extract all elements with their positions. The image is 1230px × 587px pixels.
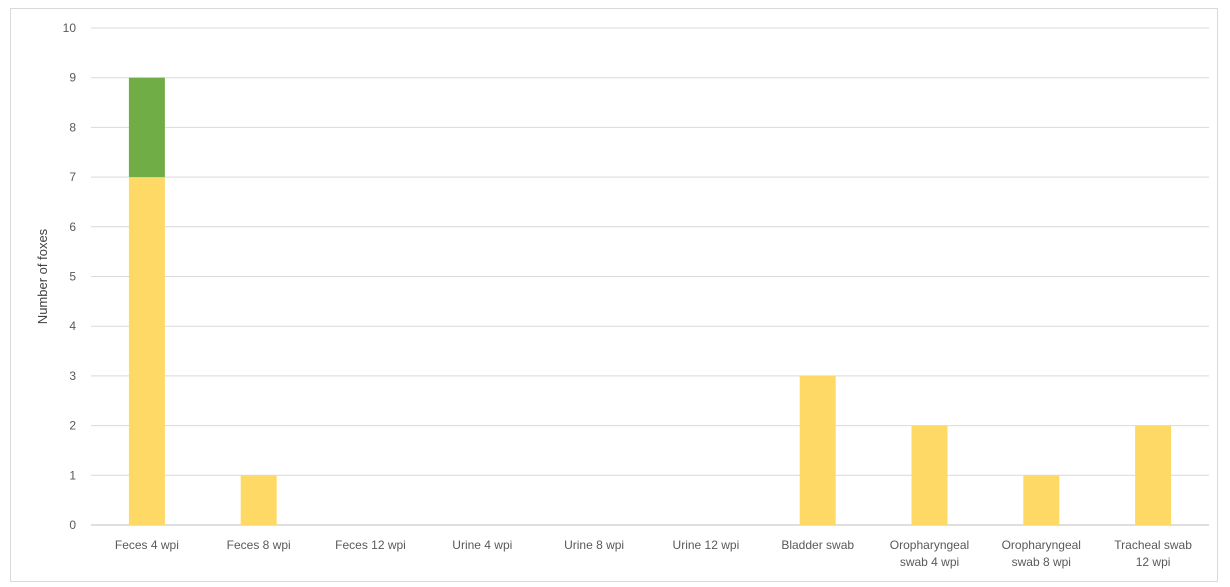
- x-axis-ticks: Feces 4 wpi Feces 8 wpi Feces 12 wpi Urine …: [115, 538, 1192, 569]
- y-tick-label: 7: [69, 170, 76, 184]
- x-tick-label: Urine 8 wpi: [564, 538, 624, 552]
- x-tick-label-line: Urine 4 wpi: [452, 538, 512, 552]
- x-tick-label: Urine 12 wpi: [673, 538, 740, 552]
- bar-segment-series-1: [911, 425, 948, 525]
- y-tick-label: 3: [69, 369, 76, 383]
- bar-segment-series-1: [1023, 475, 1060, 525]
- y-tick-label: 9: [69, 71, 76, 85]
- x-tick-label-line: Feces 4 wpi: [115, 538, 179, 552]
- x-tick-label: Feces 12 wpi: [335, 538, 406, 552]
- bar-segment-series-1: [799, 375, 836, 525]
- x-tick-label-line: Oropharyngeal: [1002, 538, 1081, 552]
- x-tick-label-line: Urine 12 wpi: [673, 538, 740, 552]
- bar-segment-series-1: [240, 475, 277, 525]
- gridlines: [91, 27, 1209, 526]
- y-tick-label: 6: [69, 220, 76, 234]
- x-tick-label: Oropharyngeal swab 8 wpi: [1002, 538, 1081, 569]
- bar-segment-series-2: [128, 77, 165, 178]
- chart-frame: 0 1 2 3 4 5 6 7 8 9 10 Feces 4 wpi Feces 8 wpi Feces…: [10, 8, 1218, 582]
- x-tick-label-line: swab 4 wpi: [900, 555, 959, 569]
- x-tick-label: Bladder swab: [781, 538, 854, 552]
- x-tick-label-line: Bladder swab: [781, 538, 854, 552]
- x-tick-label: Feces 8 wpi: [227, 538, 291, 552]
- x-tick-label-line: Tracheal swab: [1114, 538, 1192, 552]
- x-tick-label-line: Feces 12 wpi: [335, 538, 406, 552]
- x-tick-label: Urine 4 wpi: [452, 538, 512, 552]
- x-tick-label-line: Urine 8 wpi: [564, 538, 624, 552]
- x-tick-label: Feces 4 wpi: [115, 538, 179, 552]
- bars: [128, 77, 1172, 525]
- x-tick-label-line: 12 wpi: [1136, 555, 1171, 569]
- x-tick-label: Oropharyngeal swab 4 wpi: [890, 538, 969, 569]
- y-tick-label: 8: [69, 120, 76, 134]
- y-axis-ticks: 0 1 2 3 4 5 6 7 8 9 10: [63, 21, 77, 532]
- y-tick-label: 5: [69, 270, 76, 284]
- bar-segment-series-1: [1135, 425, 1172, 525]
- y-tick-label: 10: [63, 21, 77, 35]
- x-tick-label: Tracheal swab 12 wpi: [1114, 538, 1192, 569]
- x-tick-label-line: swab 8 wpi: [1012, 555, 1071, 569]
- y-tick-label: 0: [69, 518, 76, 532]
- y-tick-label: 2: [69, 419, 76, 433]
- y-tick-label: 1: [69, 468, 76, 482]
- y-axis-title: Number of foxes: [35, 228, 50, 324]
- y-tick-label: 4: [69, 319, 76, 333]
- bar-segment-series-1: [128, 177, 165, 525]
- x-tick-label-line: Oropharyngeal: [890, 538, 969, 552]
- x-tick-label-line: Feces 8 wpi: [227, 538, 291, 552]
